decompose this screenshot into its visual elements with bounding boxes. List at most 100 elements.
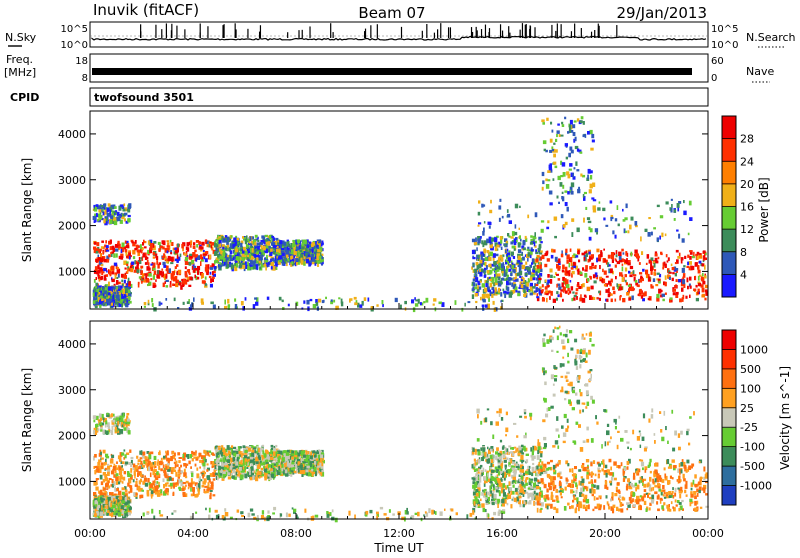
scatter-cell <box>257 246 260 250</box>
scatter-cell <box>118 491 121 496</box>
scatter-cell <box>159 262 162 265</box>
scatter-cell <box>141 250 143 253</box>
scatter-cell <box>99 300 101 304</box>
scatter-cell <box>512 231 515 236</box>
scatter-cell <box>179 479 181 484</box>
scatter-cell <box>478 255 480 258</box>
scatter-cell <box>512 246 515 249</box>
scatter-cell <box>97 468 100 472</box>
nave-label: Nave <box>746 65 774 78</box>
scatter-cell <box>485 258 488 262</box>
nsearch-tick-top: 10^5 <box>711 24 738 35</box>
scatter-cell <box>550 163 553 167</box>
scatter-cell <box>501 263 504 268</box>
scatter-cell <box>302 246 305 249</box>
scatter-cell <box>97 207 100 210</box>
scatter-cell <box>112 479 114 483</box>
scatter-cell <box>590 184 593 189</box>
scatter-cell <box>119 470 122 475</box>
scatter-cell <box>155 491 158 494</box>
scatter-cell <box>100 452 102 455</box>
colorbar-swatch <box>722 274 736 297</box>
scatter-cell <box>474 269 477 273</box>
scatter-cell <box>484 275 487 278</box>
scatter-cell <box>426 298 429 303</box>
scatter-cell <box>539 246 541 248</box>
scatter-cell <box>676 292 679 295</box>
scatter-cell <box>113 466 116 471</box>
scatter-cell <box>560 135 563 137</box>
scatter-cell <box>108 485 110 488</box>
scatter-cell <box>669 207 671 211</box>
scatter-cell <box>170 240 172 243</box>
scatter-cell <box>230 250 233 254</box>
scatter-cell <box>600 252 603 257</box>
scatter-cell <box>215 239 218 241</box>
scatter-cell <box>213 478 216 480</box>
scatter-cell <box>203 451 206 453</box>
scatter-cell <box>222 447 225 452</box>
scatter-cell <box>525 236 527 239</box>
scatter-cell <box>589 130 592 134</box>
scatter-cell <box>564 190 567 192</box>
nave-tick-top: 60 <box>711 56 724 67</box>
scatter-cell <box>130 485 133 488</box>
freq-panel: Freq. [MHz] 18 8 60 0 Nave <box>4 53 774 84</box>
scatter-cell <box>505 250 507 254</box>
scatter-cell <box>115 212 117 215</box>
scatter-cell <box>697 256 699 260</box>
scatter-cell <box>341 302 343 307</box>
scatter-cell <box>657 273 660 275</box>
scatter-cell <box>207 475 210 480</box>
scatter-cell <box>145 276 147 279</box>
scatter-cell <box>691 266 694 270</box>
scatter-cell <box>259 257 262 260</box>
scatter-cell <box>115 275 117 280</box>
scatter-cell <box>420 302 422 305</box>
scatter-cell <box>199 453 201 458</box>
scatter-cell <box>552 130 554 133</box>
scatter-cell <box>524 290 526 294</box>
scatter-cell <box>514 242 517 245</box>
scatter-cell <box>288 304 290 307</box>
scatter-cell <box>112 295 114 300</box>
colorbar-swatch <box>722 184 736 207</box>
scatter-cell <box>254 242 256 245</box>
scatter-cell <box>235 249 238 253</box>
scatter-cell <box>188 461 190 465</box>
scatter-cell <box>98 255 100 258</box>
scatter-cell <box>96 242 99 246</box>
nave-tick-bottom: 0 <box>711 73 717 84</box>
scatter-cell <box>584 192 587 194</box>
power-scatter <box>93 116 709 312</box>
scatter-cell <box>508 277 511 281</box>
scatter-cell <box>200 479 202 481</box>
scatter-cell <box>236 256 238 260</box>
scatter-cell <box>202 485 205 488</box>
scatter-cell <box>252 475 254 480</box>
scatter-cell <box>111 303 113 306</box>
scatter-cell <box>148 300 150 304</box>
scatter-cell <box>116 488 119 491</box>
scatter-cell <box>683 211 686 216</box>
scatter-cell <box>250 460 252 464</box>
scatter-cell <box>545 179 547 182</box>
scatter-cell <box>250 248 252 253</box>
scatter-cell <box>216 453 218 458</box>
scatter-cell <box>258 455 261 459</box>
scatter-cell <box>162 246 165 249</box>
scatter-cell <box>574 167 576 169</box>
scatter-cell <box>704 275 707 278</box>
scatter-cell <box>583 121 585 125</box>
scatter-cell <box>582 267 584 270</box>
scatter-cell <box>167 240 169 242</box>
scatter-cell <box>603 218 605 221</box>
scatter-cell <box>627 230 629 233</box>
scatter-cell <box>190 466 192 469</box>
scatter-cell <box>293 247 295 251</box>
scatter-cell <box>354 297 357 300</box>
scatter-cell <box>479 260 482 264</box>
scatter-cell <box>170 483 173 487</box>
scatter-cell <box>93 296 95 299</box>
scatter-cell <box>179 467 181 471</box>
